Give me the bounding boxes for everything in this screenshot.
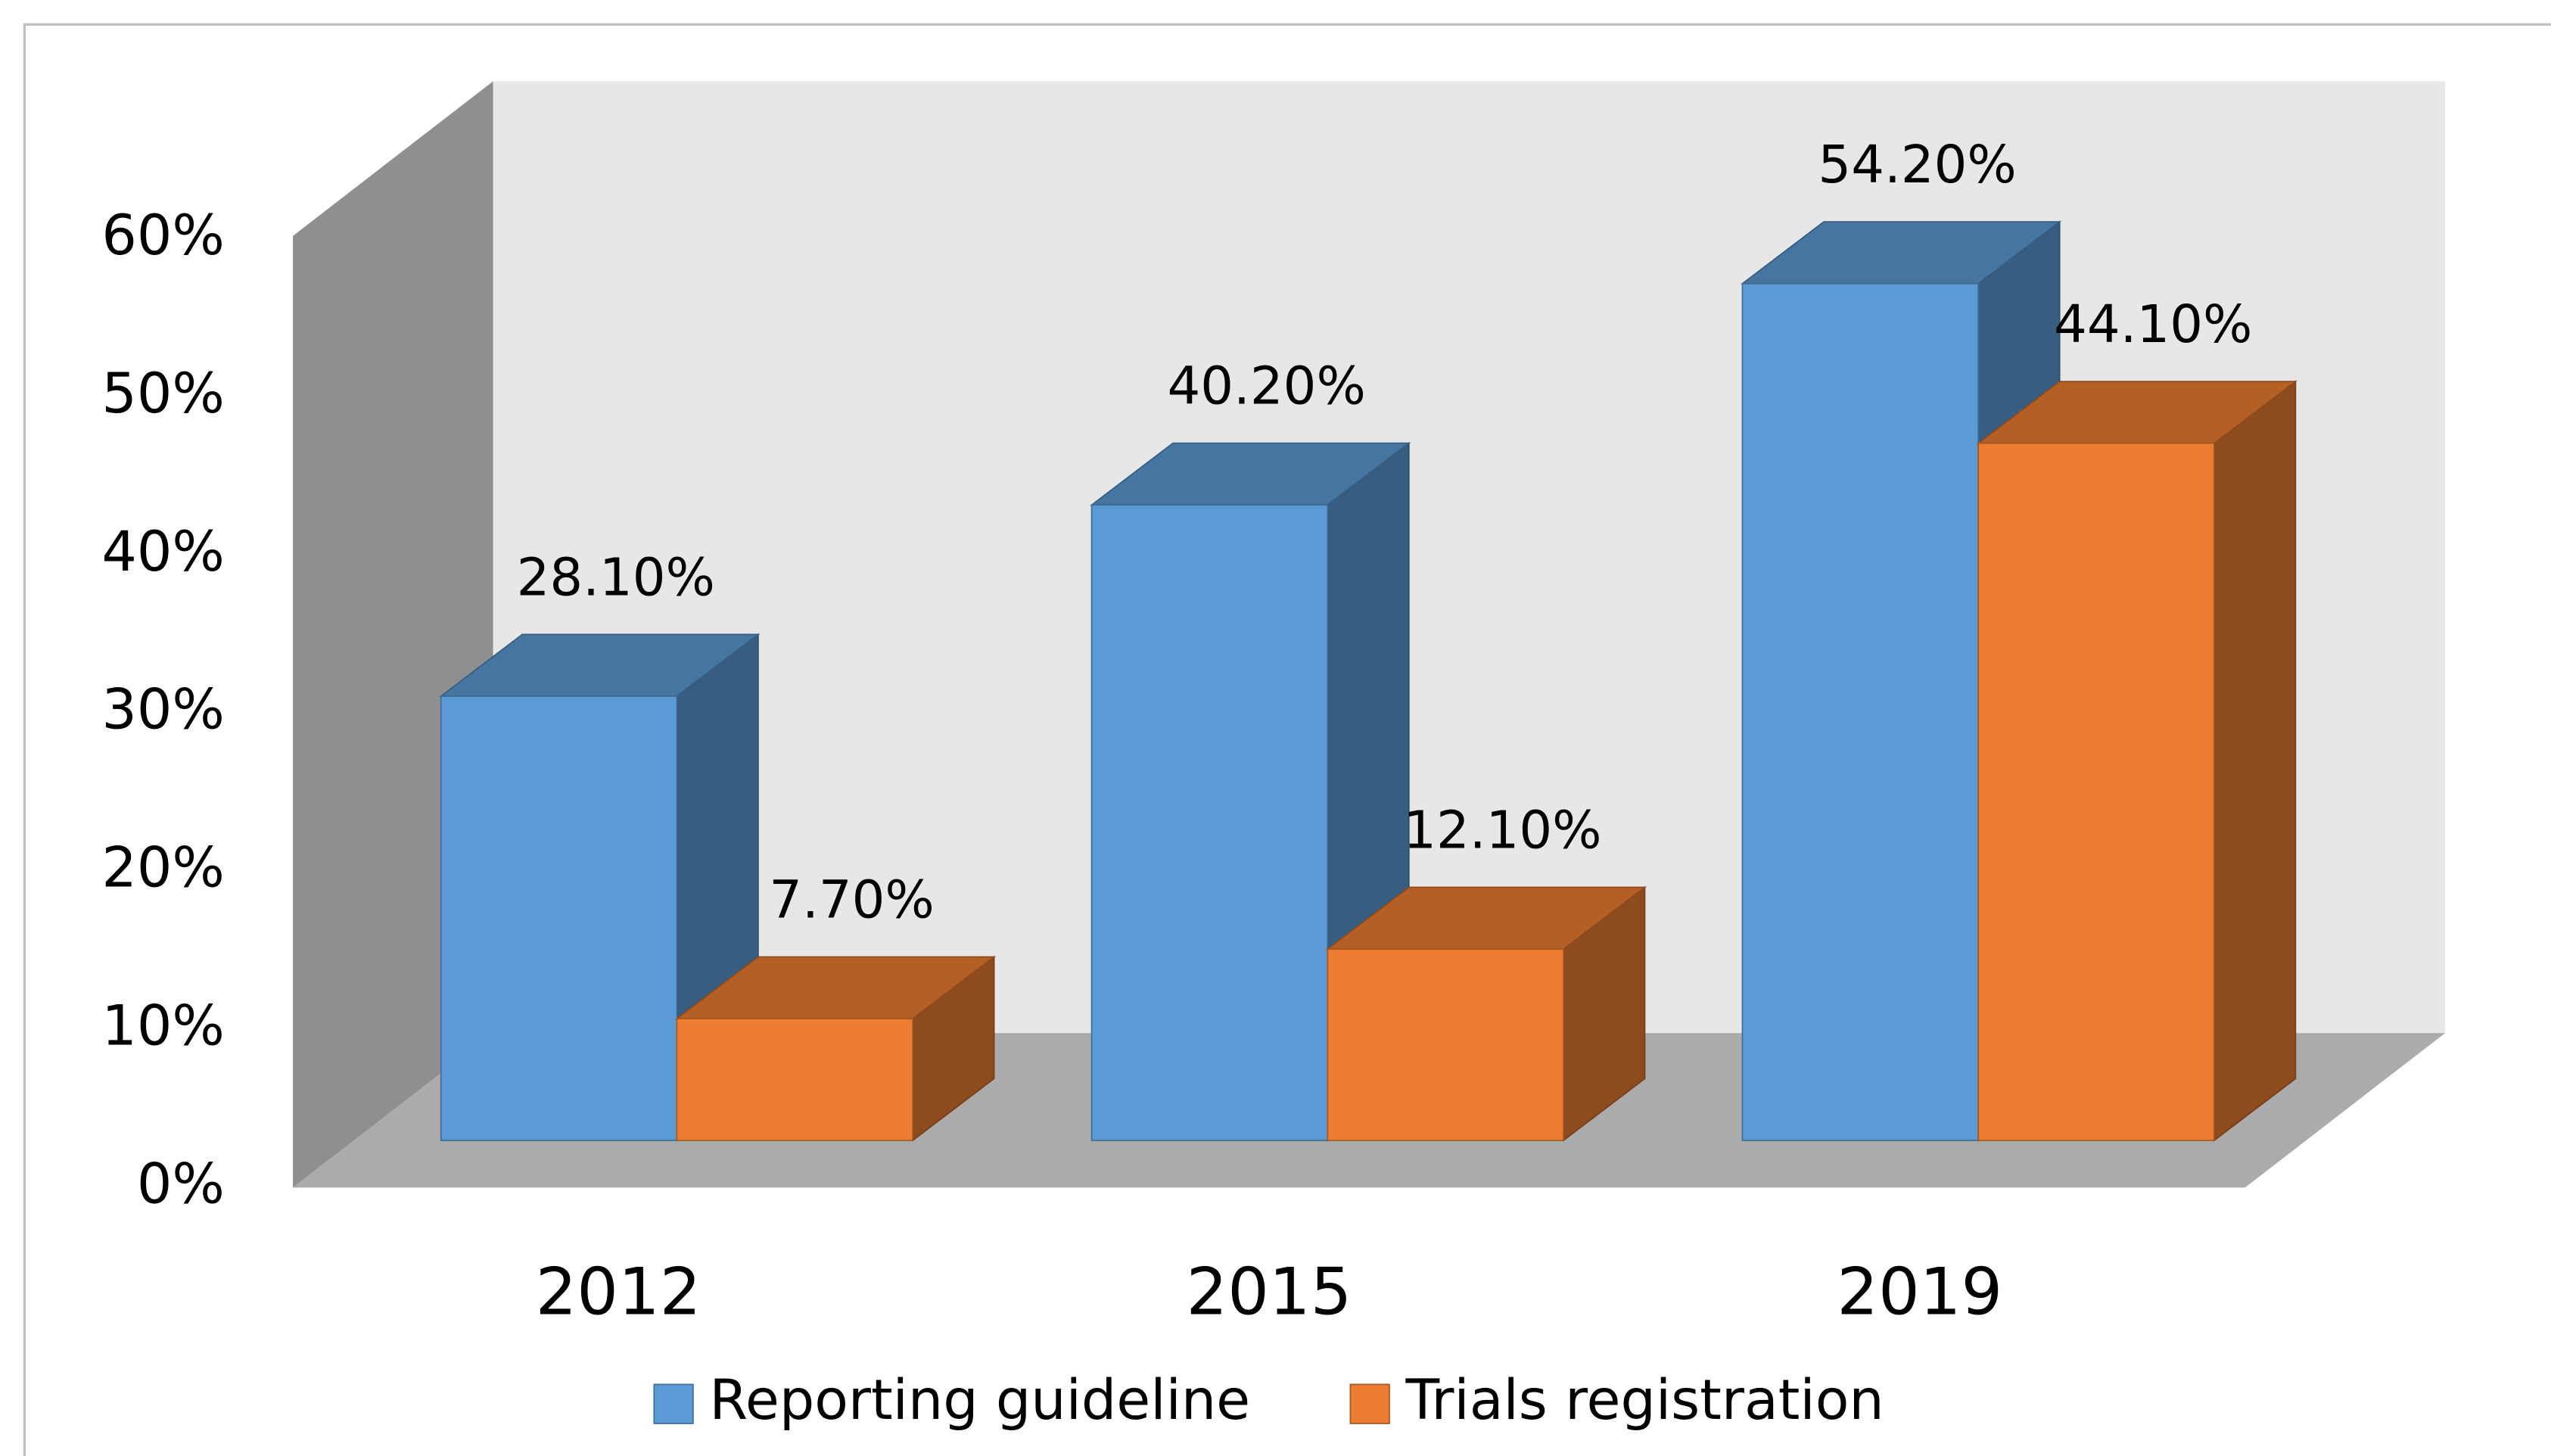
bar-front [1090, 504, 1329, 1141]
y-tick-label: 0% [137, 1152, 225, 1216]
y-tick-label: 30% [101, 678, 224, 742]
value-label: 7.70% [769, 870, 935, 931]
value-label: 12.10% [1403, 801, 1601, 861]
y-tick-label: 50% [101, 362, 224, 426]
legend-label: Reporting guideline [709, 1368, 1250, 1433]
bar-front [676, 1018, 913, 1141]
y-tick-label: 40% [101, 520, 224, 584]
value-label: 44.10% [2054, 294, 2252, 355]
legend-swatch [1349, 1383, 1390, 1424]
bar-front [1977, 442, 2215, 1141]
bar-side [2213, 380, 2297, 1142]
y-tick-label: 10% [101, 994, 224, 1058]
y-tick-label: 60% [101, 204, 224, 268]
bar [1976, 380, 2297, 1142]
bar [674, 955, 997, 1142]
value-label: 54.20% [1818, 135, 2016, 195]
value-label: 28.10% [517, 547, 715, 608]
x-tick-label: 2012 [536, 1255, 702, 1330]
bar [1325, 885, 1647, 1142]
bar-front [1741, 282, 1980, 1141]
bar-front [1327, 948, 1564, 1141]
bar-front [440, 695, 678, 1141]
x-tick-label: 2019 [1837, 1255, 2002, 1330]
value-label: 40.20% [1168, 356, 1366, 417]
legend-label: Trials registration [1405, 1368, 1884, 1433]
x-tick-label: 2015 [1187, 1255, 1352, 1330]
legend-swatch [653, 1383, 694, 1424]
y-tick-label: 20% [101, 836, 224, 901]
